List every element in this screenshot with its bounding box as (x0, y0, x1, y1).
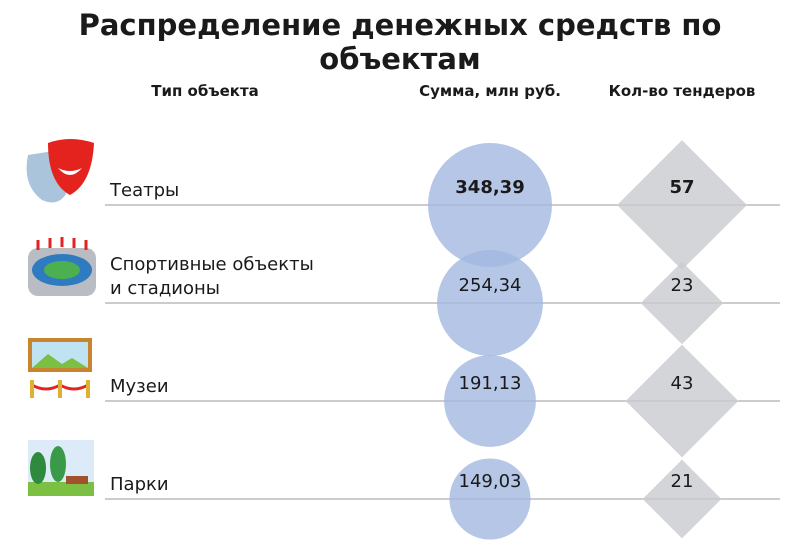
diamond (642, 459, 722, 539)
value-label: 254,34 (459, 275, 522, 296)
diamond (625, 344, 739, 458)
bubble (437, 250, 543, 356)
value-label: 149,03 (459, 471, 522, 492)
column-header: Тип объекта (151, 82, 259, 100)
diamond (640, 261, 724, 345)
bubble (444, 355, 536, 447)
category-label: Спортивные объекты и стадионы (110, 254, 314, 299)
value-label: 23 (671, 275, 694, 296)
museum-icon (28, 338, 92, 398)
park-icon (28, 440, 94, 496)
category-label: Парки (110, 474, 169, 495)
bubble (428, 143, 552, 267)
diamond (617, 140, 747, 270)
value-label: 43 (671, 373, 694, 394)
category-label: Театры (110, 180, 180, 201)
column-header: Сумма, млн руб. (419, 82, 561, 100)
category-label: Музеи (110, 376, 169, 397)
value-label: 191,13 (459, 373, 522, 394)
chart-title: Распределение денежных средств по объект… (78, 8, 722, 76)
column-header: Кол-во тендеров (608, 82, 756, 100)
value-label: 21 (671, 471, 694, 492)
bubble (449, 458, 531, 540)
stadium-icon (28, 237, 96, 296)
value-label: 348,39 (455, 177, 524, 198)
value-label: 57 (669, 177, 694, 198)
theatre-icon (26, 139, 94, 203)
